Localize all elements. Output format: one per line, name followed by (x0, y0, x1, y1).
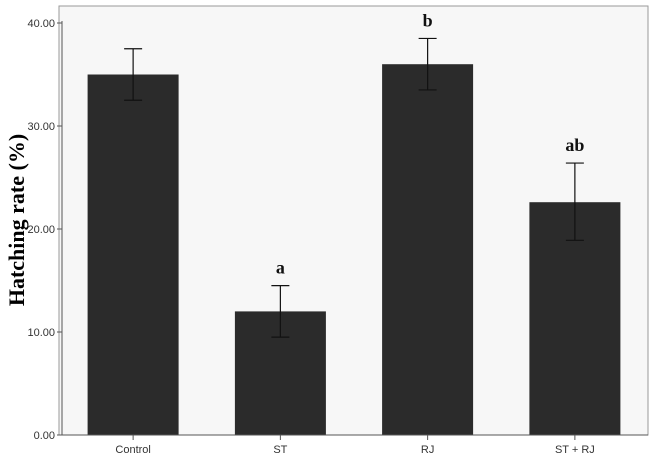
y-tick-label: 30.00 (27, 121, 55, 133)
axes-layer: 0.00 10.00 20.00 30.00 40.00 Control ST RJ ST + … (27, 18, 648, 456)
y-tick-label: 20.00 (27, 224, 55, 236)
x-tick-label: ST (273, 444, 287, 456)
bar (87, 74, 179, 435)
bar (382, 64, 474, 435)
significance-label: ab (565, 135, 584, 155)
significance-label: b (423, 10, 433, 30)
bars-layer (87, 64, 621, 435)
y-tick-label: 0.00 (34, 430, 55, 442)
x-tick-label: Control (115, 444, 150, 456)
error-bars-layer (124, 37, 584, 338)
significance-label: a (276, 258, 285, 278)
y-axis-title: Hatching rate (%) (4, 134, 29, 306)
bar (529, 202, 621, 435)
y-tick-label: 40.00 (27, 18, 55, 30)
y-tick-label: 10.00 (27, 327, 55, 339)
x-tick-label: ST + RJ (555, 444, 595, 456)
x-tick-label: RJ (421, 444, 434, 456)
